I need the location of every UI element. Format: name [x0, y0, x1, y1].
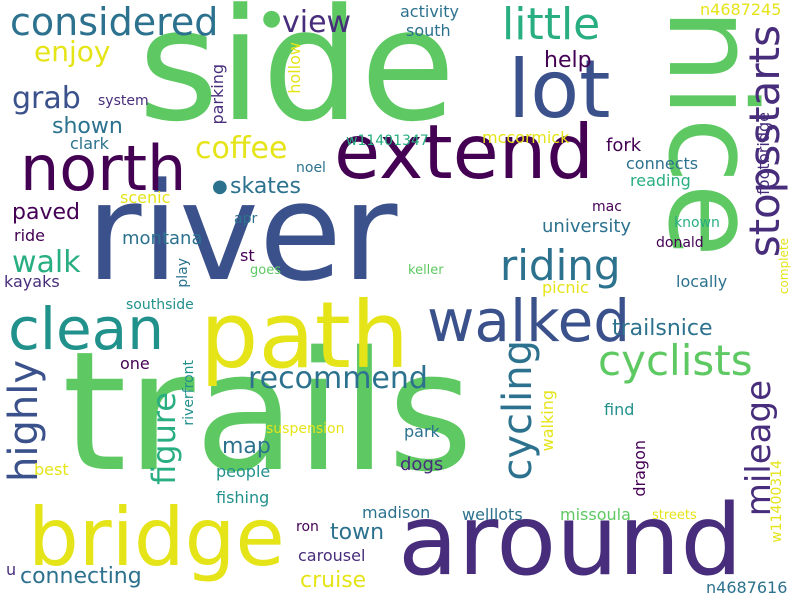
word-park: park [404, 422, 440, 441]
word-scenic: scenic [120, 188, 171, 207]
word-skates: skates [230, 174, 301, 199]
word-walk: walk [12, 245, 81, 280]
word-grab: grab [12, 81, 81, 116]
word-reading: reading [630, 171, 691, 190]
word-apr: apr [234, 211, 258, 227]
word-u: u [6, 560, 17, 579]
word-play: play [175, 258, 191, 288]
word-cyclists: cyclists [598, 336, 753, 385]
word-suspension: suspension [266, 421, 345, 437]
word-north: north [20, 132, 187, 205]
word-side: side [138, 0, 456, 156]
word-n4687245: n4687245 [700, 0, 782, 19]
word-hollow: hollow [285, 42, 304, 94]
word-missoula: missoula [560, 505, 631, 524]
word-connects: connects [626, 154, 699, 173]
word-riding: riding [500, 241, 621, 290]
word-south: south [406, 21, 451, 40]
word-donald: donald [656, 235, 704, 251]
word-town: town [330, 520, 385, 545]
word-cycling: cycling [495, 340, 541, 481]
word-st: st [240, 246, 255, 265]
word-w11401347: w11401347 [346, 133, 429, 149]
word-view: view [282, 5, 352, 40]
word-carousel: carousel [298, 546, 366, 565]
word-people: people [216, 462, 271, 481]
word-mccormick: mccormick [482, 128, 570, 147]
word-noel: noel [296, 160, 326, 176]
word-montana: montana [122, 228, 203, 249]
word-considered: considered [10, 0, 219, 44]
word-map: map [222, 434, 271, 459]
word-connecting: connecting [20, 564, 142, 589]
word-help: help [544, 48, 592, 73]
word-ron: ron [296, 519, 319, 535]
word-bridge: bridge [28, 491, 285, 584]
word-trailsnice: trailsnice [612, 316, 713, 341]
word-coffee: coffee [195, 131, 288, 166]
word-footbridge: footbridge [754, 112, 773, 195]
word-activity: activity [400, 2, 459, 21]
word-fork: fork [606, 135, 642, 156]
word-fishing: fishing [216, 488, 270, 507]
word-locally: locally [676, 272, 728, 291]
word-clark: clark [70, 134, 109, 153]
word-keller: keller [408, 263, 444, 278]
word-extend: extend [334, 108, 594, 196]
word-river: river [86, 154, 398, 311]
dot-mark: ● [212, 176, 228, 197]
word-university: university [542, 216, 632, 237]
word-around: around [398, 484, 743, 598]
word-trails: trails [62, 316, 474, 508]
word-goes: goes [250, 263, 281, 278]
word-dragon: dragon [630, 440, 649, 497]
word-recommend: recommend [248, 361, 428, 396]
word-figure: figure [145, 392, 183, 485]
word-ride: ride [14, 226, 46, 245]
word-mac: mac [592, 199, 622, 215]
word-best: best [34, 460, 69, 479]
word-picnic: picnic [542, 278, 589, 297]
word-lot: lot [508, 43, 611, 136]
word-parking: parking [208, 64, 227, 125]
word-madison: madison [362, 503, 431, 522]
word-kayaks: kayaks [4, 272, 60, 291]
word-system: system [98, 93, 149, 109]
word-clean: clean [8, 295, 164, 363]
word-w11400314: w11400314 [769, 460, 785, 543]
word-n4687616: n4687616 [706, 578, 788, 597]
word-little: little [502, 0, 601, 50]
word-nice: nice [641, 8, 780, 258]
word-shown: shown [52, 114, 123, 139]
word-path: path [200, 282, 410, 389]
dot-mark: ● [262, 6, 282, 31]
word-riverfront: riverfront [181, 360, 197, 426]
word-known: known [674, 215, 720, 231]
word-walked: walked [427, 287, 631, 355]
word-find: find [604, 400, 635, 419]
word-enjoy: enjoy [34, 35, 111, 68]
word-one: one [120, 354, 150, 373]
word-cruise: cruise [300, 568, 367, 593]
word-streets: streets [652, 508, 697, 523]
word-paved: paved [12, 200, 80, 225]
word-welllots: welllots [462, 505, 523, 524]
word-dogs: dogs [400, 454, 444, 475]
word-complete: complete [777, 238, 791, 295]
word-walking: walking [538, 390, 557, 452]
word-southside: southside [126, 297, 194, 313]
